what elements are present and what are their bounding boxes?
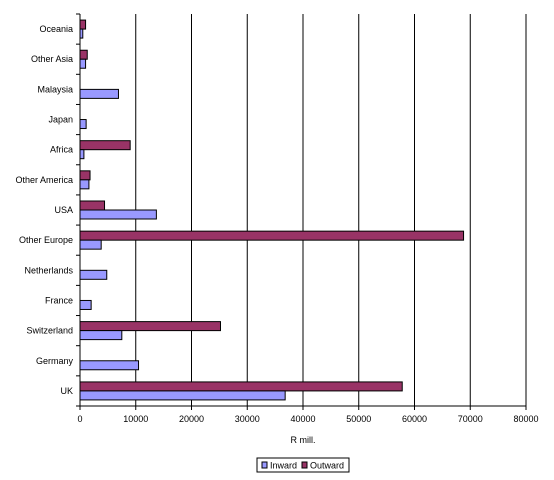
- bar-outward: [79, 140, 131, 151]
- y-tick-label: Malaysia: [37, 84, 73, 94]
- y-tick-label: Oceania: [39, 24, 73, 34]
- y-tick-label: Other America: [15, 175, 73, 185]
- legend-label: Outward: [310, 461, 344, 471]
- y-tick-label: USA: [54, 205, 73, 215]
- bar-inward: [79, 390, 286, 401]
- x-tick-label: 80000: [513, 414, 538, 424]
- bar-inward: [79, 330, 123, 341]
- x-tick-label: 10000: [123, 414, 148, 424]
- bar-inward: [79, 269, 108, 280]
- x-tick-label: 0: [77, 414, 82, 424]
- legend: Inward Outward: [256, 457, 350, 473]
- y-tick-label: France: [45, 295, 73, 305]
- bar-outward: [79, 19, 87, 30]
- bar-inward: [79, 88, 119, 99]
- bar-outward: [79, 49, 88, 60]
- y-tick-label: Japan: [48, 115, 73, 125]
- legend-label: Inward: [270, 461, 297, 471]
- x-tick-label: 50000: [346, 414, 371, 424]
- bar-inward: [79, 299, 92, 310]
- bar-outward: [79, 230, 465, 241]
- bar-inward: [79, 28, 84, 39]
- bar-outward: [79, 381, 403, 392]
- legend-swatch: [261, 461, 268, 469]
- x-tick-label: 20000: [179, 414, 204, 424]
- y-tick-label: Africa: [50, 145, 73, 155]
- bar-outward: [79, 321, 221, 332]
- y-tick-label: Switzerland: [26, 326, 73, 336]
- bar-inward: [79, 58, 87, 69]
- y-tick-label: Germany: [36, 356, 74, 366]
- x-tick-label: 60000: [402, 414, 427, 424]
- bar-inward: [79, 209, 157, 220]
- bar-outward: [79, 200, 106, 211]
- y-tick-label: Netherlands: [24, 265, 73, 275]
- y-tick-label: UK: [60, 386, 73, 396]
- bar-inward: [79, 119, 87, 130]
- bar-outward: [79, 170, 91, 181]
- x-tick-label: 40000: [290, 414, 315, 424]
- bar-inward: [79, 239, 102, 250]
- x-tick-label: 70000: [458, 414, 483, 424]
- bar-inward: [79, 360, 140, 371]
- x-tick-label: 30000: [235, 414, 260, 424]
- bar-inward: [79, 149, 85, 160]
- y-tick-label: Other Europe: [19, 235, 73, 245]
- y-tick-label: Other Asia: [31, 54, 73, 64]
- x-axis-title: R mill.: [291, 435, 316, 445]
- legend-swatch: [301, 461, 308, 469]
- bar-inward: [79, 179, 90, 190]
